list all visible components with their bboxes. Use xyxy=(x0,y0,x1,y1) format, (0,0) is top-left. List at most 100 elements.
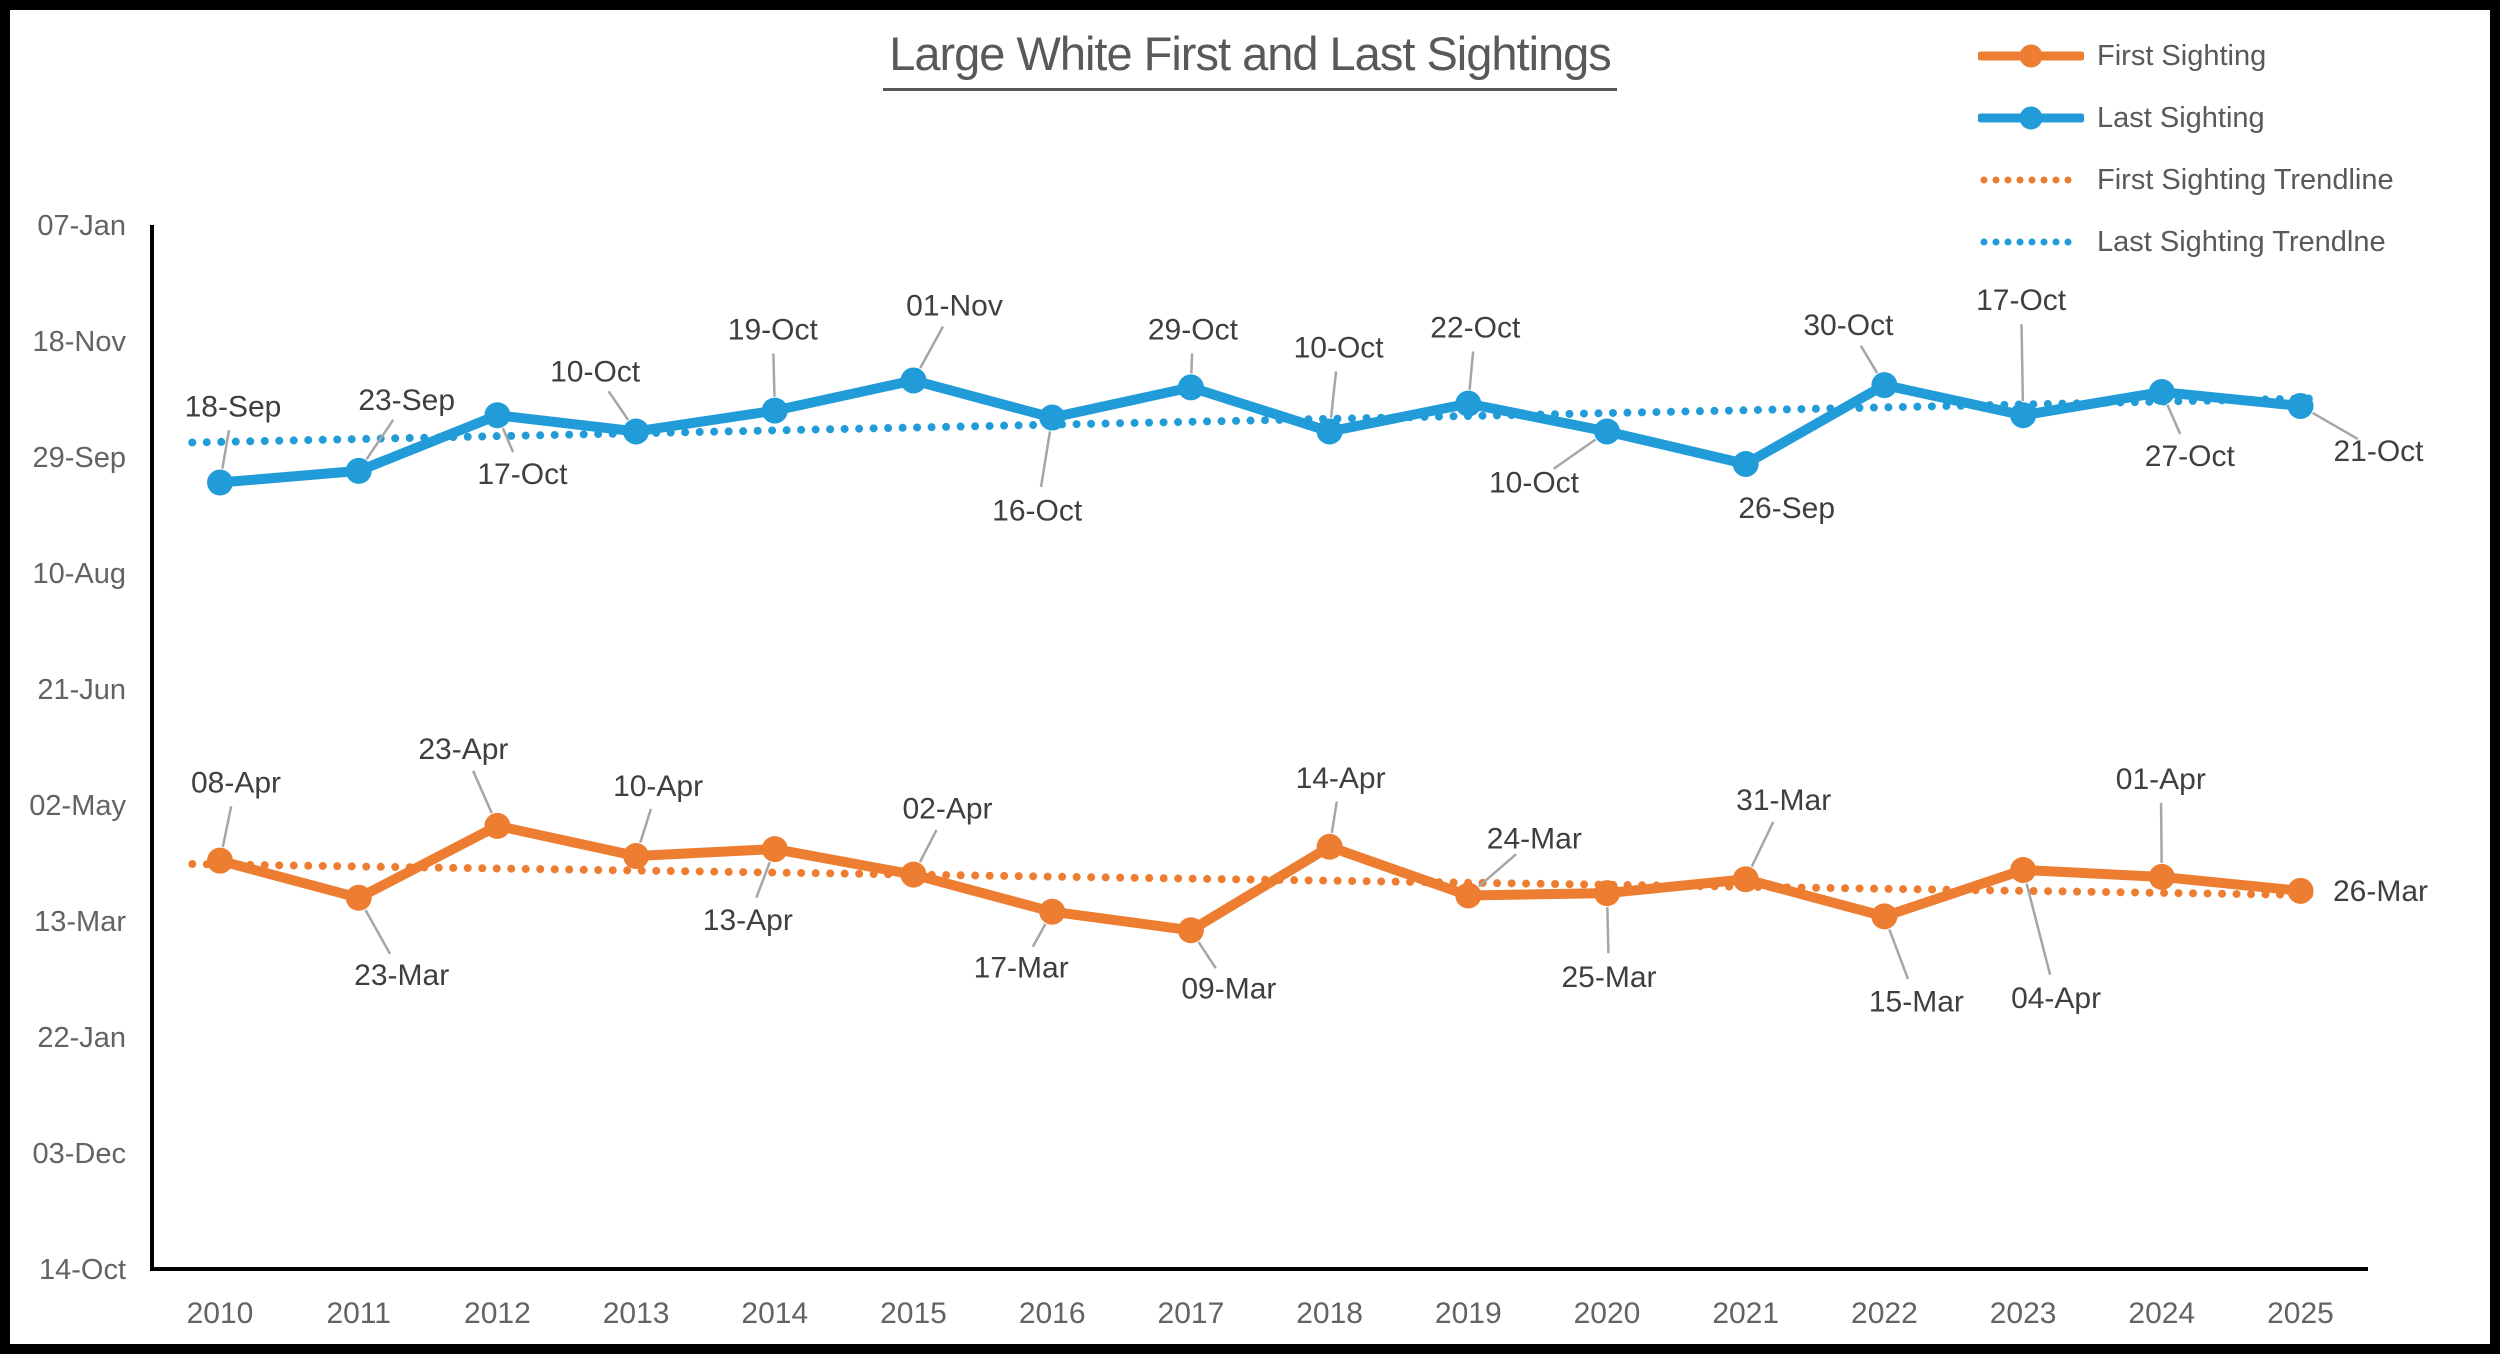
last-sighting-point-2012 xyxy=(484,402,511,429)
legend-item-first-sighting-trendline[interactable]: First Sighting Trendline xyxy=(1978,149,2394,211)
last-sighting-point-2023 xyxy=(2010,402,2037,429)
last-sighting-data-label: 10-Oct xyxy=(1489,466,1580,499)
first-sighting-label-leader-line xyxy=(1478,853,1517,888)
legend-item-last-sighting[interactable]: Last Sighting xyxy=(1978,87,2394,149)
first-sighting-point-2017 xyxy=(1177,917,1204,944)
last-sighting-point-2020 xyxy=(1594,418,1620,445)
legend-item-last-sighting-trendlne[interactable]: Last Sighting Trendlne xyxy=(1978,211,2394,273)
legend-dotted-line-swatch-icon xyxy=(1980,238,2084,246)
title-container: Large White First and Last Sightings xyxy=(0,26,2500,91)
last-sighting-label-leader-line xyxy=(1329,371,1338,418)
first-sighting-point-2018 xyxy=(1316,833,1343,860)
x-axis-tick-label: 2020 xyxy=(1574,1297,1641,1330)
last-sighting-point-2018 xyxy=(1316,418,1343,445)
first-sighting-point-2025 xyxy=(2287,877,2314,904)
first-sighting-data-label: 23-Mar xyxy=(354,959,449,992)
first-sighting-point-2021 xyxy=(1732,866,1759,893)
first-sighting-point-2019 xyxy=(1455,882,1482,909)
y-axis-tick-label: 13-Mar xyxy=(34,906,126,938)
first-sighting-data-label: 31-Mar xyxy=(1736,784,1831,817)
legend-item-label: Last Sighting Trendlne xyxy=(2097,225,2386,258)
last-sighting-label-leader-line xyxy=(365,419,395,461)
first-sighting-label-leader-line xyxy=(755,861,771,899)
first-sighting-data-label: 10-Apr xyxy=(613,770,703,803)
first-sighting-data-label: 04-Apr xyxy=(2011,982,2101,1015)
last-sighting-point-2016 xyxy=(1039,404,1066,431)
x-axis-tick-label: 2015 xyxy=(880,1297,947,1330)
last-sighting-data-label: 17-Oct xyxy=(477,458,568,491)
first-sighting-data-label: 13-Apr xyxy=(703,904,793,937)
last-sighting-label-leader-line xyxy=(1039,431,1052,488)
first-sighting-data-label: 02-Apr xyxy=(902,793,992,826)
last-sighting-label-leader-line xyxy=(1468,351,1475,390)
last-sighting-data-label: 27-Oct xyxy=(2145,440,2236,473)
last-sighting-data-label: 10-Oct xyxy=(1294,331,1385,364)
first-sighting-label-leader-line xyxy=(639,808,653,844)
last-sighting-label-leader-line xyxy=(221,429,231,469)
first-sighting-data-label: 01-Apr xyxy=(2116,763,2206,796)
first-sighting-point-2010 xyxy=(207,847,233,874)
first-sighting-label-leader-line xyxy=(1888,929,1910,980)
first-sighting-point-2014 xyxy=(761,836,788,863)
last-sighting-label-leader-line xyxy=(1190,353,1194,374)
last-sighting-point-2019 xyxy=(1455,390,1482,417)
legend-line-marker-swatch-icon xyxy=(1978,106,2084,130)
last-sighting-data-label: 01-Nov xyxy=(906,289,1003,322)
x-axis-tick-label: 2016 xyxy=(1019,1297,1086,1330)
y-axis-tick-label: 29-Sep xyxy=(32,442,126,474)
legend: First Sighting Last Sighting First Sightin… xyxy=(1978,25,2394,273)
x-axis-tick-label: 2017 xyxy=(1158,1297,1225,1330)
y-axis-tick-label: 22-Jan xyxy=(37,1022,126,1054)
first-sighting-point-2024 xyxy=(2148,863,2175,890)
legend-item-label: First Sighting xyxy=(2097,39,2267,72)
last-sighting-point-2010 xyxy=(207,469,233,496)
first-sighting-data-label: 09-Mar xyxy=(1181,972,1276,1005)
x-axis-tick-label: 2010 xyxy=(187,1297,254,1330)
last-sighting-point-2024 xyxy=(2148,379,2175,406)
last-sighting-data-label: 21-Oct xyxy=(2333,435,2424,468)
x-axis-tick-label: 2023 xyxy=(1990,1297,2057,1330)
first-sighting-point-2020 xyxy=(1594,880,1620,907)
first-sighting-point-2012 xyxy=(484,812,511,839)
legend-item-label: First Sighting Trendline xyxy=(2097,163,2394,196)
last-sighting-label-leader-line xyxy=(501,427,515,453)
last-sighting-label-leader-line xyxy=(772,353,776,397)
last-sighting-data-label: 22-Oct xyxy=(1430,312,1521,345)
first-sighting-label-leader-line xyxy=(2025,883,2052,976)
y-axis-tick-label: 18-Nov xyxy=(33,326,127,358)
first-sighting-label-leader-line xyxy=(2159,802,2163,863)
x-axis-tick-label: 2024 xyxy=(2128,1297,2195,1330)
legend-item-first-sighting[interactable]: First Sighting xyxy=(1978,25,2394,87)
last-sighting-data-label: 17-Oct xyxy=(1976,284,2067,317)
last-sighting-data-label: 16-Oct xyxy=(992,495,1083,528)
first-sighting-label-leader-line xyxy=(1031,923,1047,948)
y-axis-tick-label: 21-Jun xyxy=(37,674,126,706)
y-axis-tick-label: 02-May xyxy=(29,790,126,822)
last-sighting-point-2013 xyxy=(623,418,650,445)
last-sighting-point-2014 xyxy=(761,397,788,424)
first-sighting-data-label: 15-Mar xyxy=(1869,985,1964,1018)
legend-line-marker-swatch-icon xyxy=(1978,44,2084,68)
first-sighting-data-label: 23-Apr xyxy=(418,733,508,766)
x-axis-tick-label: 2011 xyxy=(326,1297,391,1330)
last-sighting-data-label: 19-Oct xyxy=(728,314,819,347)
legend-dotted-line-swatch-icon xyxy=(1980,176,2084,184)
last-sighting-label-leader-line xyxy=(2166,404,2182,435)
first-sighting-data-label: 14-Apr xyxy=(1296,762,1386,795)
last-sighting-line xyxy=(215,375,2306,488)
first-sighting-point-2011 xyxy=(345,884,372,911)
first-sighting-label-leader-line xyxy=(918,829,938,863)
first-sighting-point-2013 xyxy=(623,843,650,870)
last-sighting-label-leader-line xyxy=(607,390,630,421)
x-axis-tick-label: 2019 xyxy=(1435,1297,1502,1330)
first-sighting-point-2022 xyxy=(1871,903,1898,930)
first-sighting-point-2015 xyxy=(900,861,927,888)
last-sighting-label-leader-line xyxy=(919,325,945,369)
last-sighting-data-label: 26-Sep xyxy=(1738,492,1835,525)
first-sighting-label-leader-line xyxy=(364,909,392,955)
x-axis-tick-label: 2021 xyxy=(1712,1297,1779,1330)
last-sighting-point-2015 xyxy=(900,367,927,394)
first-sighting-data-label: 25-Mar xyxy=(1561,961,1656,994)
